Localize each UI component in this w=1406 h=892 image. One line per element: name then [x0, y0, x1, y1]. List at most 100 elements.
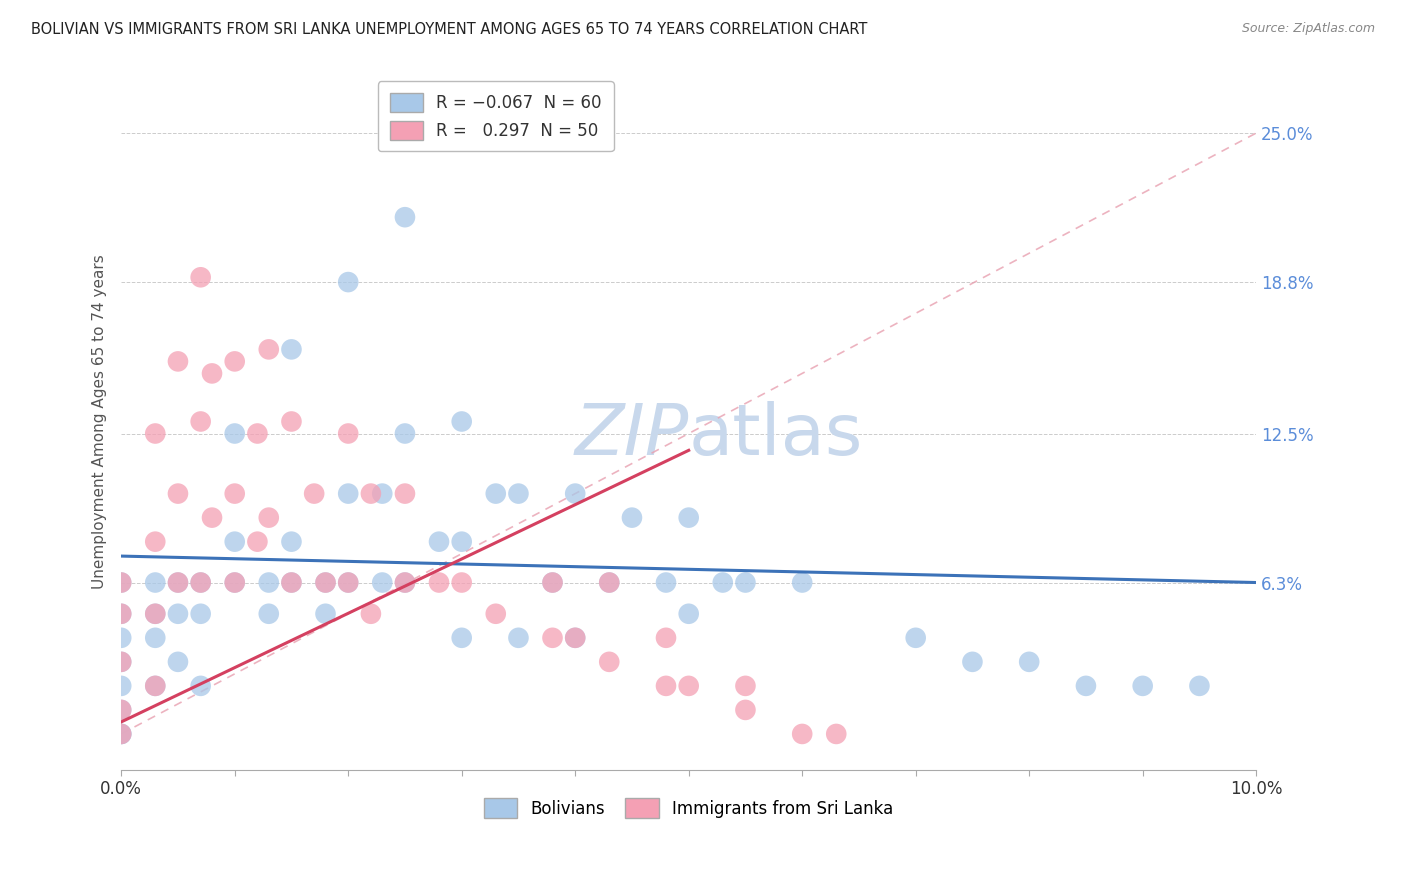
- Point: [190, 270, 212, 285]
- Point: [541, 575, 564, 590]
- Point: [360, 607, 382, 621]
- Point: [598, 655, 620, 669]
- Point: [450, 631, 472, 645]
- Point: [450, 575, 472, 590]
- Point: [110, 727, 132, 741]
- Point: [1074, 679, 1097, 693]
- Point: [564, 631, 586, 645]
- Point: [143, 575, 166, 590]
- Point: [825, 727, 848, 741]
- Point: [904, 631, 927, 645]
- Point: [110, 575, 132, 590]
- Point: [394, 210, 416, 224]
- Point: [224, 575, 246, 590]
- Point: [337, 575, 360, 590]
- Point: [485, 486, 508, 500]
- Point: [110, 703, 132, 717]
- Point: [190, 415, 212, 429]
- Point: [564, 631, 586, 645]
- Point: [427, 534, 450, 549]
- Point: [394, 575, 416, 590]
- Point: [167, 486, 190, 500]
- Point: [371, 575, 394, 590]
- Point: [337, 575, 360, 590]
- Point: [110, 607, 132, 621]
- Point: [257, 510, 280, 524]
- Point: [302, 486, 325, 500]
- Point: [257, 607, 280, 621]
- Point: [315, 575, 337, 590]
- Point: [315, 607, 337, 621]
- Point: [143, 426, 166, 441]
- Point: [143, 631, 166, 645]
- Point: [962, 655, 984, 669]
- Point: [224, 426, 246, 441]
- Point: [541, 631, 564, 645]
- Point: [598, 575, 620, 590]
- Point: [620, 510, 643, 524]
- Point: [190, 607, 212, 621]
- Legend: Bolivians, Immigrants from Sri Lanka: Bolivians, Immigrants from Sri Lanka: [478, 792, 900, 824]
- Point: [508, 486, 530, 500]
- Point: [655, 631, 678, 645]
- Point: [167, 575, 190, 590]
- Point: [110, 727, 132, 741]
- Point: [337, 486, 360, 500]
- Point: [280, 415, 302, 429]
- Point: [450, 534, 472, 549]
- Point: [143, 679, 166, 693]
- Point: [280, 343, 302, 357]
- Point: [110, 607, 132, 621]
- Point: [280, 575, 302, 590]
- Point: [655, 575, 678, 590]
- Point: [167, 607, 190, 621]
- Point: [167, 655, 190, 669]
- Point: [792, 575, 814, 590]
- Point: [257, 343, 280, 357]
- Point: [110, 727, 132, 741]
- Point: [360, 486, 382, 500]
- Point: [246, 534, 269, 549]
- Point: [143, 679, 166, 693]
- Point: [1188, 679, 1211, 693]
- Point: [711, 575, 734, 590]
- Point: [1018, 655, 1040, 669]
- Point: [734, 679, 756, 693]
- Point: [394, 575, 416, 590]
- Point: [508, 631, 530, 645]
- Point: [371, 486, 394, 500]
- Point: [110, 703, 132, 717]
- Point: [167, 354, 190, 368]
- Point: [450, 415, 472, 429]
- Point: [143, 607, 166, 621]
- Point: [655, 679, 678, 693]
- Point: [224, 486, 246, 500]
- Text: Source: ZipAtlas.com: Source: ZipAtlas.com: [1241, 22, 1375, 36]
- Point: [110, 631, 132, 645]
- Point: [110, 575, 132, 590]
- Point: [246, 426, 269, 441]
- Point: [190, 679, 212, 693]
- Point: [541, 575, 564, 590]
- Point: [485, 607, 508, 621]
- Point: [143, 534, 166, 549]
- Point: [1132, 679, 1154, 693]
- Point: [394, 426, 416, 441]
- Point: [110, 655, 132, 669]
- Point: [678, 679, 700, 693]
- Y-axis label: Unemployment Among Ages 65 to 74 years: Unemployment Among Ages 65 to 74 years: [93, 254, 107, 589]
- Point: [678, 510, 700, 524]
- Point: [143, 607, 166, 621]
- Point: [110, 679, 132, 693]
- Point: [201, 510, 224, 524]
- Point: [257, 575, 280, 590]
- Point: [792, 727, 814, 741]
- Point: [734, 575, 756, 590]
- Point: [337, 426, 360, 441]
- Point: [201, 367, 224, 381]
- Point: [167, 575, 190, 590]
- Point: [734, 703, 756, 717]
- Point: [394, 486, 416, 500]
- Text: ZIP: ZIP: [574, 401, 689, 470]
- Point: [315, 575, 337, 590]
